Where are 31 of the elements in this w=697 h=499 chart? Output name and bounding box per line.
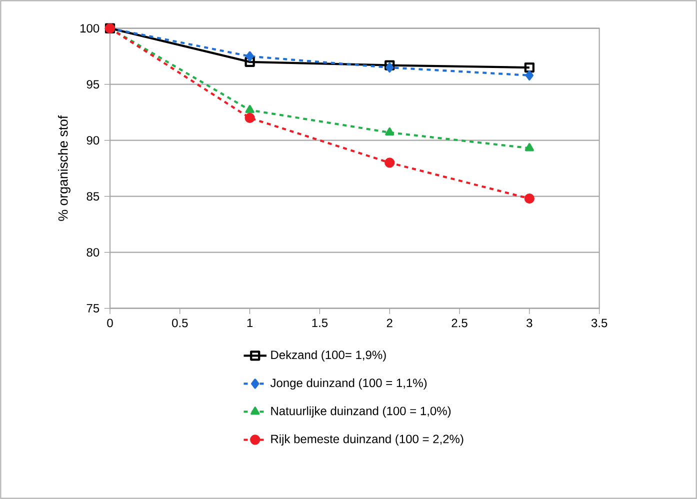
x-tick-label: 2 (386, 318, 392, 328)
y-tick-label: 100 (80, 24, 100, 33)
legend-label: Rijk bemeste duinzand (100 = 2,2%) (271, 434, 464, 446)
legend-label: Dekzand (100= 1,9%) (271, 350, 386, 362)
point (246, 51, 254, 62)
y-tick-label: 80 (86, 248, 100, 257)
y-tick-label: 85 (86, 192, 100, 201)
point (245, 105, 254, 114)
point (385, 127, 394, 136)
point (524, 62, 534, 73)
point (384, 60, 395, 70)
y-axis-title: % organische stof (58, 115, 70, 221)
y-tick-label: 90 (86, 136, 100, 145)
y-tick-label: 75 (86, 304, 100, 313)
x-tick-label: 0.5 (172, 318, 188, 328)
x-tick-label: 1.5 (312, 318, 328, 328)
point (524, 193, 534, 204)
point (244, 112, 255, 123)
x-tick-label: 3 (526, 318, 532, 328)
point (244, 56, 255, 67)
point (524, 143, 534, 152)
x-tick-label: 3.5 (591, 318, 608, 328)
x-tick-label: 0 (107, 318, 113, 328)
point (525, 70, 534, 80)
x-tick-label: 1 (247, 318, 253, 327)
x-tick-label: 2.5 (452, 318, 468, 328)
legend-label: Jonge duinzand (100 = 1,1%) (270, 378, 427, 390)
y-tick-label: 95 (86, 80, 100, 89)
legend-label: Natuurlijke duinzand (100 = 1,0%) (271, 406, 451, 418)
point (386, 62, 394, 73)
point (384, 158, 395, 168)
